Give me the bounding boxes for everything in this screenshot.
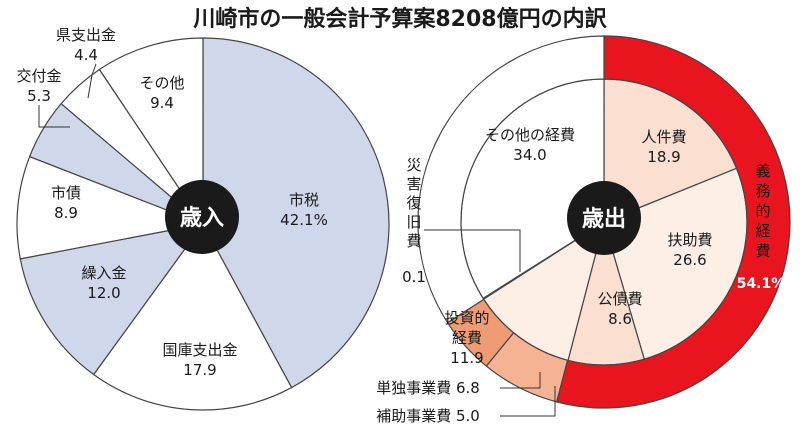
- revenue-slice-0: [202, 37, 390, 389]
- expenditure-hub: [567, 181, 641, 255]
- expenditure-label-3-value: 11.9: [450, 349, 483, 367]
- expenditure-ring-0-label-char-0: 義: [755, 162, 770, 180]
- expenditure-label-2-name: 公債費: [597, 290, 642, 308]
- revenue-label-4-value: 5.3: [27, 87, 51, 105]
- revenue-label-2-value: 12.0: [87, 284, 120, 302]
- revenue-label-6-value: 9.4: [150, 94, 174, 112]
- chart-title: 川崎市の一般会計予算案8208億円の内訳: [192, 6, 607, 32]
- expenditure-label-3-name-a: 投資的: [444, 309, 489, 327]
- revenue-pie: 市税 42.1% 国庫支出金 17.9 繰入金 12.0 市債 8.9 その他 9.4 県支出金 4.…: [16, 26, 390, 411]
- revenue-slice-3: [16, 155, 206, 260]
- expenditure-pie: 人件費18.9扶助費26.6公債費8.6その他の経費34.0投資的経費11.9災…: [376, 35, 791, 425]
- revenue-label-5-value: 4.4: [74, 46, 98, 64]
- revenue-hub-label: 歳入: [180, 206, 224, 231]
- expenditure-label-4-char-1: 害: [406, 175, 421, 193]
- expenditure-label-0-value: 18.9: [647, 148, 680, 166]
- expenditure-hub-label: 歳出: [582, 207, 626, 232]
- expenditure-ring-2-label: 補助事業費 5.0: [376, 407, 480, 425]
- revenue-label-5-name: 県支出金: [56, 26, 116, 44]
- expenditure-label-4-char-2: 復: [406, 194, 421, 212]
- expenditure-ring-0-label-char-2: 的: [755, 202, 770, 220]
- expenditure-ring-rest: [417, 35, 605, 324]
- expenditure-ring-1-label: 単独事業費 6.8: [376, 379, 480, 397]
- revenue-label-3-name: 市債: [51, 184, 81, 202]
- expenditure-ring-0-label-char-3: 経: [755, 222, 770, 240]
- revenue-slice-2: [19, 223, 205, 376]
- expenditure-leader-ring-1: [500, 372, 541, 389]
- revenue-label-0-name: 市税: [289, 191, 319, 209]
- revenue-leader-5: [87, 63, 97, 99]
- expenditure-label-4-char-4: 費: [406, 232, 421, 250]
- expenditure-label-5-name: その他の経費: [485, 126, 575, 144]
- revenue-slice-1: [92, 222, 293, 411]
- expenditure-label-1-value: 26.6: [673, 251, 706, 269]
- expenditure-label-4-char-0: 災: [406, 156, 421, 174]
- expenditure-label-3-name-b: 経費: [452, 329, 482, 347]
- expenditure-label-0-name: 人件費: [641, 128, 686, 146]
- expenditure-leader-ring-2: [500, 386, 556, 417]
- revenue-label-6-name: その他: [139, 74, 184, 92]
- expenditure-ring-0-value: 54.1%: [737, 276, 786, 292]
- expenditure-ring-0-label-char-1: 務: [755, 182, 770, 200]
- revenue-label-2-name: 繰入金: [81, 264, 126, 282]
- expenditure-label-1-name: 扶助費: [667, 231, 712, 249]
- revenue-slice-6: [98, 37, 204, 226]
- revenue-leader-4: [38, 105, 70, 128]
- expenditure-label-4-value: 0.1: [402, 268, 426, 286]
- expenditure-leader-4: [424, 229, 521, 272]
- revenue-label-4-name: 交付金: [16, 67, 61, 85]
- revenue-label-1-value: 17.9: [183, 361, 216, 379]
- expenditure-label-2-value: 8.6: [608, 310, 632, 328]
- revenue-hub: [165, 180, 239, 254]
- expenditure-label-4-char-3: 旧: [406, 213, 421, 231]
- expenditure-ring-0-label-char-4: 費: [755, 242, 770, 260]
- revenue-label-3-value: 8.9: [54, 204, 78, 222]
- expenditure-ring-0: [555, 35, 791, 409]
- revenue-label-1-name: 国庫支出金: [162, 341, 237, 359]
- expenditure-label-5-value: 34.0: [513, 146, 546, 164]
- revenue-label-0-value: 42.1%: [280, 211, 328, 229]
